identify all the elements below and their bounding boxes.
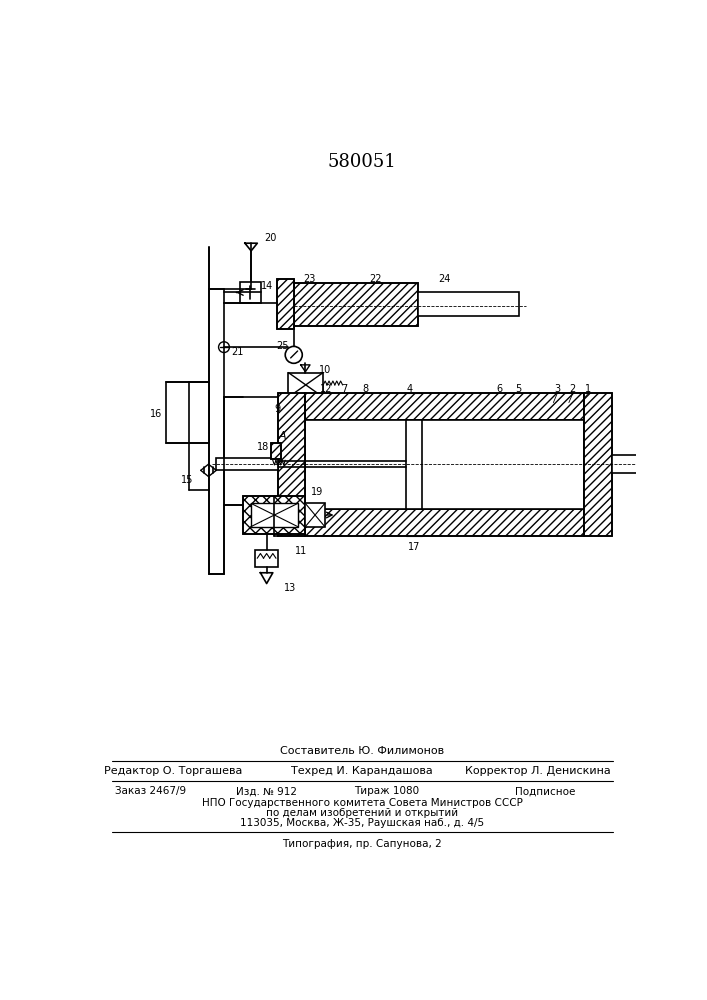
- Text: 10: 10: [319, 365, 331, 375]
- Text: 22: 22: [369, 274, 381, 284]
- Text: 7: 7: [341, 384, 347, 394]
- Bar: [612, 455, 646, 473]
- Text: Корректор Л. Денискина: Корректор Л. Денискина: [465, 766, 611, 776]
- Bar: [293, 283, 418, 326]
- Bar: [305, 393, 585, 420]
- Bar: [406, 420, 421, 509]
- Bar: [305, 509, 585, 536]
- Bar: [585, 393, 612, 536]
- Bar: [305, 393, 585, 420]
- Text: 12: 12: [320, 384, 332, 394]
- Text: 6: 6: [496, 384, 502, 394]
- Text: Составитель Ю. Филимонов: Составитель Ю. Филимонов: [280, 746, 444, 756]
- Text: Тираж 1080: Тираж 1080: [354, 786, 419, 796]
- Bar: [216, 458, 279, 470]
- Text: A: A: [279, 431, 286, 441]
- Text: 3: 3: [554, 384, 561, 394]
- Bar: [276, 279, 293, 329]
- Bar: [279, 393, 305, 536]
- Text: 19: 19: [311, 487, 323, 497]
- Text: 113035, Москва, Ж-35, Раушская наб., д. 4/5: 113035, Москва, Ж-35, Раушская наб., д. …: [240, 818, 484, 828]
- Text: 23: 23: [303, 274, 315, 284]
- Text: по делам изобретений и открытий: по делам изобретений и открытий: [266, 808, 458, 818]
- Text: 18: 18: [257, 442, 269, 452]
- Text: 11: 11: [296, 546, 308, 556]
- Text: 13: 13: [284, 583, 296, 593]
- Text: Подписное: Подписное: [515, 786, 575, 796]
- Bar: [279, 393, 305, 536]
- Bar: [305, 509, 585, 536]
- Text: 21: 21: [231, 347, 243, 357]
- Text: Заказ 2467/9: Заказ 2467/9: [115, 786, 186, 796]
- Text: 24: 24: [438, 274, 451, 284]
- Bar: [271, 443, 281, 459]
- Bar: [418, 292, 518, 316]
- Text: 9: 9: [274, 404, 281, 414]
- Bar: [662, 461, 671, 467]
- Bar: [271, 443, 281, 459]
- Text: 580051: 580051: [327, 153, 397, 171]
- Text: 2: 2: [570, 384, 576, 394]
- Bar: [293, 283, 418, 326]
- Bar: [243, 496, 305, 534]
- Text: 25: 25: [276, 341, 289, 351]
- Text: 14: 14: [260, 281, 273, 291]
- Text: 16: 16: [151, 409, 163, 419]
- Bar: [255, 550, 279, 567]
- Text: Техред И. Карандашова: Техред И. Карандашова: [291, 766, 433, 776]
- Text: 17: 17: [408, 542, 420, 552]
- Text: НПО Государственного комитета Совета Министров СССР: НПО Государственного комитета Совета Мин…: [201, 798, 522, 808]
- Bar: [243, 496, 305, 534]
- Bar: [585, 393, 612, 536]
- Text: Изд. № 912: Изд. № 912: [236, 786, 297, 796]
- Text: Редактор О. Торгашева: Редактор О. Торгашева: [105, 766, 243, 776]
- Bar: [251, 503, 298, 527]
- Bar: [166, 382, 209, 443]
- Text: 20: 20: [264, 233, 276, 243]
- Text: 8: 8: [363, 384, 369, 394]
- Bar: [240, 282, 261, 303]
- Bar: [305, 503, 325, 527]
- Text: 4: 4: [407, 384, 413, 394]
- Text: 15: 15: [180, 475, 193, 485]
- Bar: [276, 279, 293, 329]
- Bar: [288, 373, 323, 397]
- Text: 5: 5: [515, 384, 522, 394]
- Text: 1: 1: [585, 384, 591, 394]
- Text: Типография, пр. Сапунова, 2: Типография, пр. Сапунова, 2: [282, 839, 442, 849]
- Bar: [305, 420, 585, 509]
